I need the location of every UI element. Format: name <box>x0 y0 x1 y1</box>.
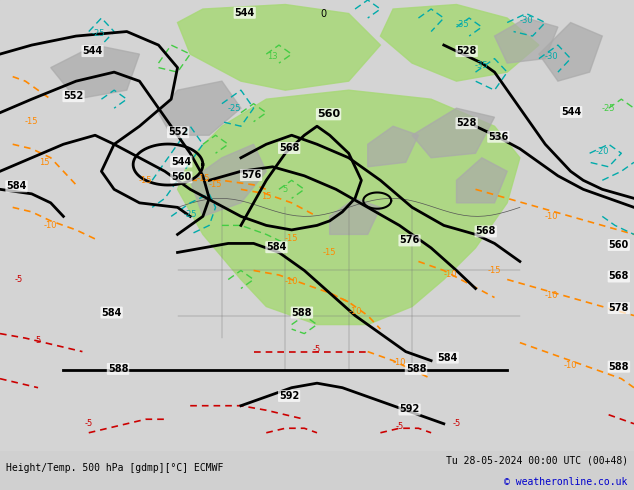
Text: 592: 592 <box>399 404 420 415</box>
Text: 588: 588 <box>609 362 629 371</box>
Text: 13: 13 <box>268 52 278 61</box>
Polygon shape <box>190 144 266 217</box>
Text: 576: 576 <box>241 170 261 180</box>
Text: 568: 568 <box>279 143 299 153</box>
Text: 576: 576 <box>399 235 420 245</box>
Text: 588: 588 <box>108 364 128 374</box>
Text: 584: 584 <box>437 353 458 363</box>
Text: 536: 536 <box>488 132 508 142</box>
Text: -10: -10 <box>392 358 406 368</box>
Text: 584: 584 <box>6 181 27 191</box>
Text: -10: -10 <box>545 212 559 221</box>
Text: 552: 552 <box>63 91 84 101</box>
Text: -5: -5 <box>34 336 42 345</box>
Polygon shape <box>368 126 418 167</box>
Text: 584: 584 <box>101 308 122 318</box>
Text: 578: 578 <box>609 303 629 313</box>
Text: 588: 588 <box>292 308 312 318</box>
Text: -5: -5 <box>452 419 461 428</box>
Text: -10: -10 <box>443 270 457 279</box>
Text: 544: 544 <box>561 107 581 117</box>
Text: 528: 528 <box>456 46 477 56</box>
Text: -15: -15 <box>196 173 210 183</box>
Text: -15: -15 <box>209 180 223 189</box>
Text: -35: -35 <box>475 61 489 70</box>
Text: 544: 544 <box>235 8 255 18</box>
Text: Height/Temp. 500 hPa [gdmp][°C] ECMWF: Height/Temp. 500 hPa [gdmp][°C] ECMWF <box>6 464 224 473</box>
Polygon shape <box>178 90 520 324</box>
Text: 544: 544 <box>171 156 191 167</box>
Text: -25: -25 <box>91 29 105 38</box>
Text: -25: -25 <box>183 210 197 219</box>
Text: 552: 552 <box>168 127 188 137</box>
Text: 568: 568 <box>476 226 496 236</box>
Text: 568: 568 <box>609 271 629 281</box>
Text: -10: -10 <box>44 221 58 230</box>
Text: -10: -10 <box>285 277 299 286</box>
Polygon shape <box>380 4 539 81</box>
Text: -5: -5 <box>395 421 404 431</box>
Text: Tu 28-05-2024 00:00 UTC (00+48): Tu 28-05-2024 00:00 UTC (00+48) <box>446 456 628 466</box>
Text: 560: 560 <box>317 109 340 119</box>
Text: 584: 584 <box>266 242 287 252</box>
Polygon shape <box>456 158 507 203</box>
Text: -15: -15 <box>488 266 501 275</box>
Text: 592: 592 <box>279 391 299 401</box>
Text: 528: 528 <box>456 118 477 128</box>
Text: 544: 544 <box>82 46 103 56</box>
Text: -10: -10 <box>545 291 559 300</box>
Text: -15: -15 <box>25 117 39 126</box>
Polygon shape <box>158 81 241 135</box>
Text: 0: 0 <box>320 8 327 19</box>
Text: -5: -5 <box>84 419 93 428</box>
Text: -35: -35 <box>456 20 470 29</box>
Text: -30: -30 <box>519 16 533 25</box>
Text: -5: -5 <box>313 345 321 354</box>
Polygon shape <box>51 45 139 99</box>
Text: -25: -25 <box>228 104 242 113</box>
Text: 560: 560 <box>171 172 191 182</box>
Text: -20: -20 <box>595 147 609 155</box>
Text: -30: -30 <box>545 52 559 61</box>
Text: 588: 588 <box>406 364 426 374</box>
Text: -5: -5 <box>15 275 23 284</box>
Text: -15: -15 <box>323 248 337 257</box>
Polygon shape <box>178 4 380 90</box>
Text: -10: -10 <box>348 307 362 316</box>
Text: 15: 15 <box>39 158 49 167</box>
Text: -15: -15 <box>285 234 299 244</box>
Text: -10: -10 <box>564 361 578 369</box>
Polygon shape <box>412 108 495 158</box>
Text: © weatheronline.co.uk: © weatheronline.co.uk <box>504 477 628 487</box>
Text: 560: 560 <box>609 240 629 250</box>
Polygon shape <box>495 18 558 63</box>
Text: 15: 15 <box>261 192 271 200</box>
Text: -15: -15 <box>139 176 153 185</box>
Polygon shape <box>539 23 602 81</box>
Text: 5: 5 <box>283 185 288 194</box>
Polygon shape <box>330 198 380 234</box>
Text: -25: -25 <box>602 104 616 113</box>
